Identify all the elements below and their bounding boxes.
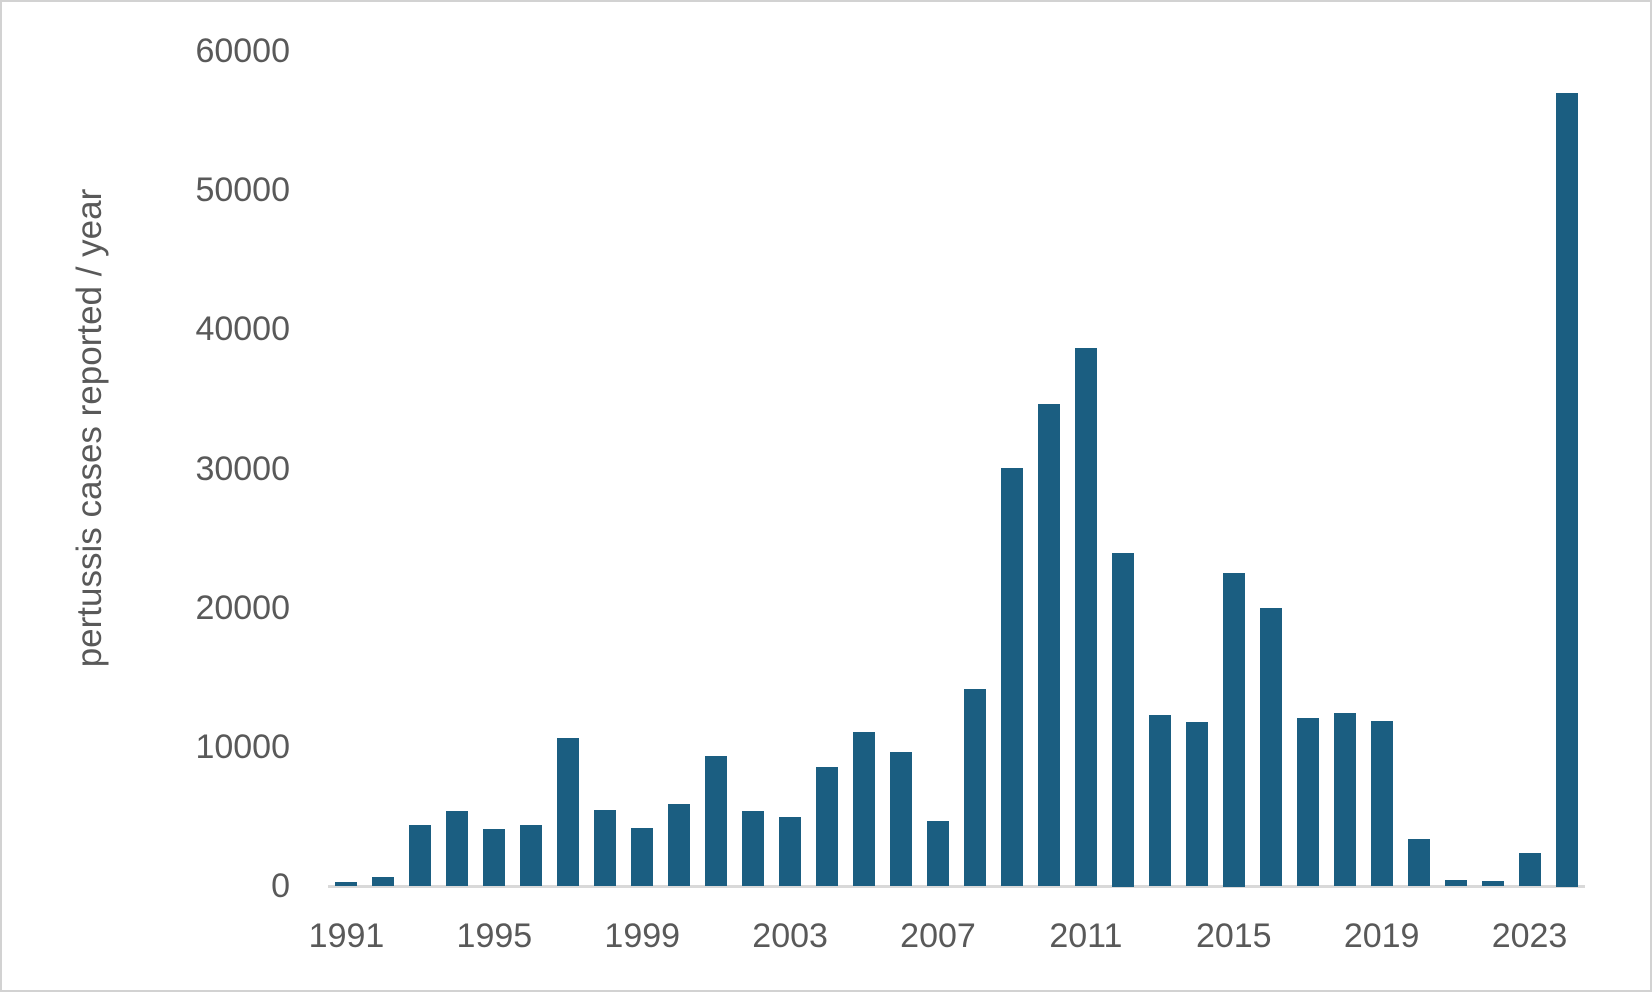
bar-2002: [742, 811, 765, 887]
x-tick-label-2011: 2011: [1049, 917, 1123, 955]
bar-1999: [631, 828, 654, 887]
x-tick-label-1991: 1991: [308, 917, 385, 955]
x-tick-label-2015: 2015: [1195, 917, 1272, 955]
y-axis-title: pertussis cases reported / year: [70, 188, 109, 668]
x-tick-label-2007: 2007: [900, 917, 976, 955]
bar-2018: [1333, 712, 1356, 887]
y-tick-label-10000: 10000: [195, 727, 290, 766]
bar-2012: [1111, 552, 1134, 887]
bar-2005: [853, 732, 876, 887]
y-tick-label-60000: 60000: [195, 32, 290, 70]
y-tick-label-20000: 20000: [195, 588, 290, 627]
bar-2015: [1222, 573, 1245, 887]
x-tick-label-2023: 2023: [1491, 917, 1568, 955]
bar-2023: [1518, 853, 1541, 887]
bar-2019: [1370, 720, 1393, 887]
bar-2021: [1444, 879, 1467, 887]
x-tick-label-2003: 2003: [752, 917, 828, 955]
bar-2016: [1259, 608, 1282, 887]
bar-2020: [1407, 839, 1430, 887]
bar-2010: [1037, 403, 1060, 887]
bar-2013: [1148, 715, 1171, 887]
bar-1998: [594, 809, 617, 887]
x-tick-label-1995: 1995: [456, 917, 533, 955]
bar-2014: [1185, 722, 1208, 887]
x-tick-label-2019: 2019: [1343, 917, 1420, 955]
bar-2022: [1481, 880, 1504, 887]
y-tick-label-40000: 40000: [195, 310, 290, 349]
bar-2001: [705, 755, 728, 887]
y-tick-label-0: 0: [271, 867, 290, 905]
bar-2006: [890, 751, 913, 887]
bar-2000: [668, 804, 691, 887]
bar-2008: [963, 688, 986, 887]
bar-1995: [483, 829, 506, 887]
x-tick-label-1999: 1999: [604, 917, 681, 955]
bar-2024: [1555, 93, 1578, 887]
x-axis-line: [328, 885, 1585, 888]
bar-1991: [335, 881, 358, 887]
bar-2007: [927, 821, 949, 887]
bar-1992: [372, 876, 395, 887]
bar-2011: [1074, 347, 1097, 887]
y-tick-label-50000: 50000: [195, 171, 290, 210]
bar-2017: [1296, 718, 1319, 887]
bar-1997: [557, 737, 580, 887]
y-tick-label-30000: 30000: [195, 449, 290, 488]
bar-2009: [1000, 467, 1023, 887]
bar-1994: [446, 811, 469, 887]
bar-2004: [816, 766, 839, 887]
bar-1996: [520, 825, 543, 887]
bar-2003: [779, 816, 802, 887]
bar-1993: [409, 825, 432, 887]
